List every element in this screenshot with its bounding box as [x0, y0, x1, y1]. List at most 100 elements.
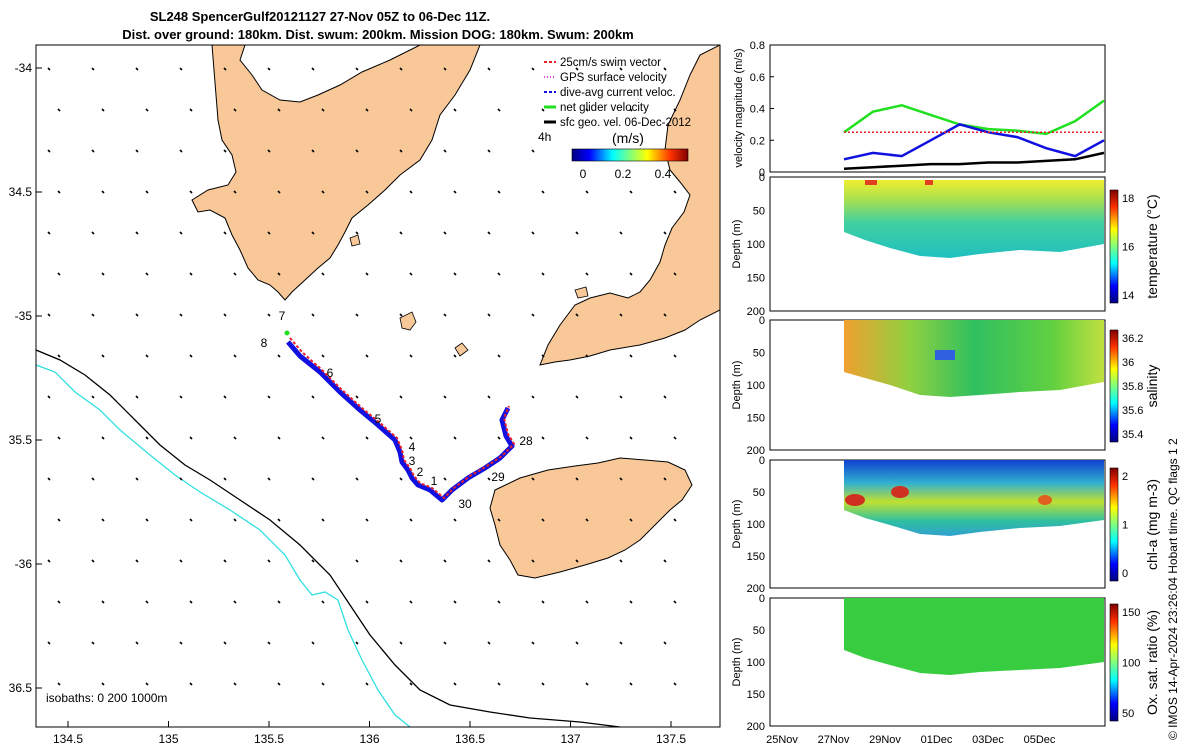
- current-arrow: [101, 436, 105, 440]
- current-arrow: [57, 108, 61, 112]
- lat-tick-label: 35.5: [9, 433, 33, 447]
- current-arrow: [355, 395, 359, 399]
- velocity-ytick: 0.6: [750, 72, 765, 84]
- current-arrow: [57, 600, 61, 604]
- current-arrow: [629, 682, 633, 686]
- current-arrow: [575, 559, 579, 563]
- depth-tick: 150: [747, 551, 765, 563]
- current-arrow: [321, 436, 325, 440]
- colorbar-label: chl-a (mg m-3): [1144, 479, 1160, 570]
- current-arrow: [233, 600, 237, 604]
- current-arrow: [575, 395, 579, 399]
- current-arrow: [541, 436, 545, 440]
- current-arrow: [321, 190, 325, 194]
- current-arrow: [267, 559, 271, 563]
- current-arrow: [233, 354, 237, 358]
- current-arrow: [663, 477, 667, 481]
- depth-tick: 150: [747, 413, 765, 425]
- velocity-ytick: 0: [759, 167, 765, 179]
- current-arrow: [145, 682, 149, 686]
- current-arrow: [365, 682, 369, 686]
- current-arrow: [223, 149, 227, 153]
- current-arrow: [619, 67, 623, 71]
- current-arrow: [453, 600, 457, 604]
- current-arrow: [399, 641, 403, 645]
- colorbar-tick: 36.2: [1122, 333, 1143, 345]
- velocity-panel: 0 0.2 0.4 0.6 0.8 velocity magnitude (m/s): [733, 40, 1106, 179]
- current-arrow: [673, 682, 677, 686]
- current-arrow: [541, 190, 545, 194]
- current-arrow: [277, 436, 281, 440]
- current-arrow: [443, 149, 447, 153]
- current-arrow: [585, 190, 589, 194]
- track-label: 1: [431, 474, 438, 488]
- current-arrow: [135, 641, 139, 645]
- current-arrow: [443, 67, 447, 71]
- current-arrow: [267, 395, 271, 399]
- depth-tick: 100: [747, 519, 765, 531]
- current-arrow: [179, 477, 183, 481]
- depth-tick: 200: [747, 306, 765, 318]
- current-arrow: [223, 231, 227, 235]
- colorbar-tick: 1: [1122, 520, 1128, 532]
- current-arrow: [145, 518, 149, 522]
- current-arrow: [487, 149, 491, 153]
- salinity-panel: [769, 319, 1119, 451]
- current-arrow: [311, 559, 315, 563]
- current-arrow: [365, 190, 369, 194]
- oxygen-colorbar: [1109, 603, 1119, 722]
- track-label: 3: [409, 454, 416, 468]
- current-arrow: [47, 67, 51, 71]
- colorbar-tick: 36: [1122, 357, 1134, 369]
- current-arrow: [487, 231, 491, 235]
- current-arrow: [311, 477, 315, 481]
- current-arrow: [223, 559, 227, 563]
- current-arrow: [321, 354, 325, 358]
- current-arrow: [321, 682, 325, 686]
- current-arrow: [47, 149, 51, 153]
- current-arrow: [541, 272, 545, 276]
- current-arrow: [443, 477, 447, 481]
- current-arrow: [189, 272, 193, 276]
- current-arrow: [277, 600, 281, 604]
- date-tick: 03Dec: [972, 734, 1004, 746]
- profile-panels: [769, 176, 1119, 727]
- current-arrow: [355, 641, 359, 645]
- current-arrow: [101, 682, 105, 686]
- current-arrow: [135, 149, 139, 153]
- current-arrow: [673, 518, 677, 522]
- current-arrow: [399, 313, 403, 317]
- chla-field: [844, 460, 1104, 536]
- track-label: 4: [409, 440, 416, 454]
- current-arrow: [189, 108, 193, 112]
- current-arrow: [619, 641, 623, 645]
- date-tick: 01Dec: [921, 734, 953, 746]
- current-arrow: [673, 354, 677, 358]
- current-arrow: [399, 67, 403, 71]
- current-arrow: [663, 67, 667, 71]
- land-kangaroo-island: [489, 457, 693, 579]
- depth-tick: 150: [747, 689, 765, 701]
- current-arrow: [311, 641, 315, 645]
- legend-entry: dive-avg current veloc.: [560, 87, 676, 99]
- current-arrow: [399, 395, 403, 399]
- current-arrow: [311, 395, 315, 399]
- colorbar-label: temperature (°C): [1144, 194, 1160, 298]
- legend-entry: net glider velocity: [560, 102, 649, 114]
- current-arrow: [487, 67, 491, 71]
- colorbar-tick: 35.4: [1122, 429, 1143, 441]
- current-arrow: [47, 559, 51, 563]
- current-arrow: [321, 600, 325, 604]
- current-arrow: [355, 313, 359, 317]
- current-arrow: [365, 354, 369, 358]
- current-arrow: [179, 67, 183, 71]
- colorbar-label: salinity: [1144, 365, 1160, 408]
- depth-tick: 200: [747, 445, 765, 457]
- track-label: 5: [375, 412, 382, 426]
- current-arrow: [541, 108, 545, 112]
- current-arrow: [673, 190, 677, 194]
- current-arrow: [91, 395, 95, 399]
